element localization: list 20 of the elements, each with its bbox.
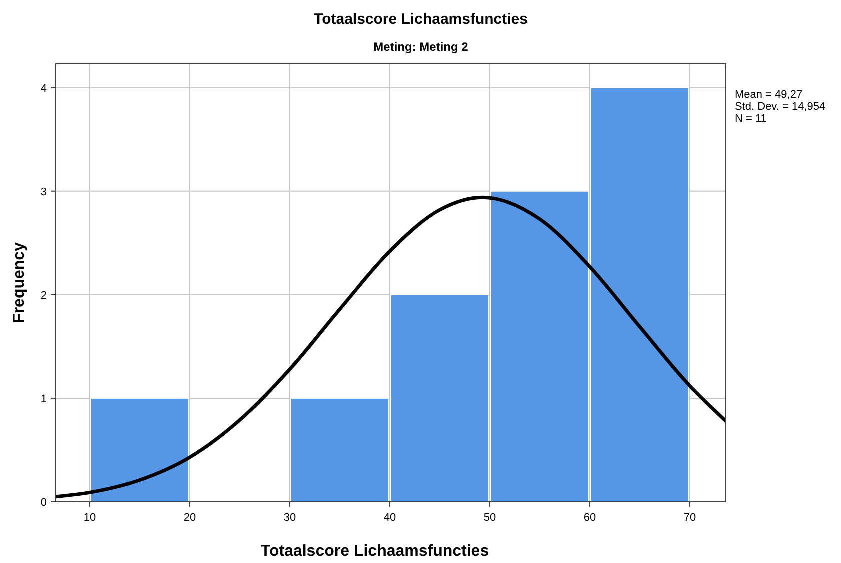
y-tick-label: 0 (40, 497, 47, 509)
x-tick-label: 50 (484, 512, 496, 524)
line-series (56, 196, 726, 499)
x-tick-label: 10 (84, 512, 96, 524)
chart-subtitle: Meting: Meting 2 (374, 40, 469, 54)
x-axis-title: Totaalscore Lichaamsfuncties (260, 543, 490, 560)
text: N = 11 (735, 113, 767, 125)
y-tick-label: 2 (40, 290, 47, 302)
x-tick-label: 40 (384, 512, 396, 524)
y-tick-label: 1 (40, 393, 47, 406)
x-tick-label: 70 (684, 512, 696, 524)
x-tick-label: 20 (184, 512, 196, 524)
x-tick-label: 60 (584, 512, 596, 524)
x-tick-label: 30 (284, 512, 296, 524)
chart-title: Totaalscore Lichaamsfuncties (314, 11, 528, 28)
text: Std. Dev. = 14,954 (735, 101, 826, 113)
y-axis-title: Frequency (11, 242, 28, 324)
y-tick-label: 4 (40, 82, 47, 95)
text: Mean = 49,27 (735, 89, 803, 101)
y-tick-label: 3 (40, 186, 47, 198)
